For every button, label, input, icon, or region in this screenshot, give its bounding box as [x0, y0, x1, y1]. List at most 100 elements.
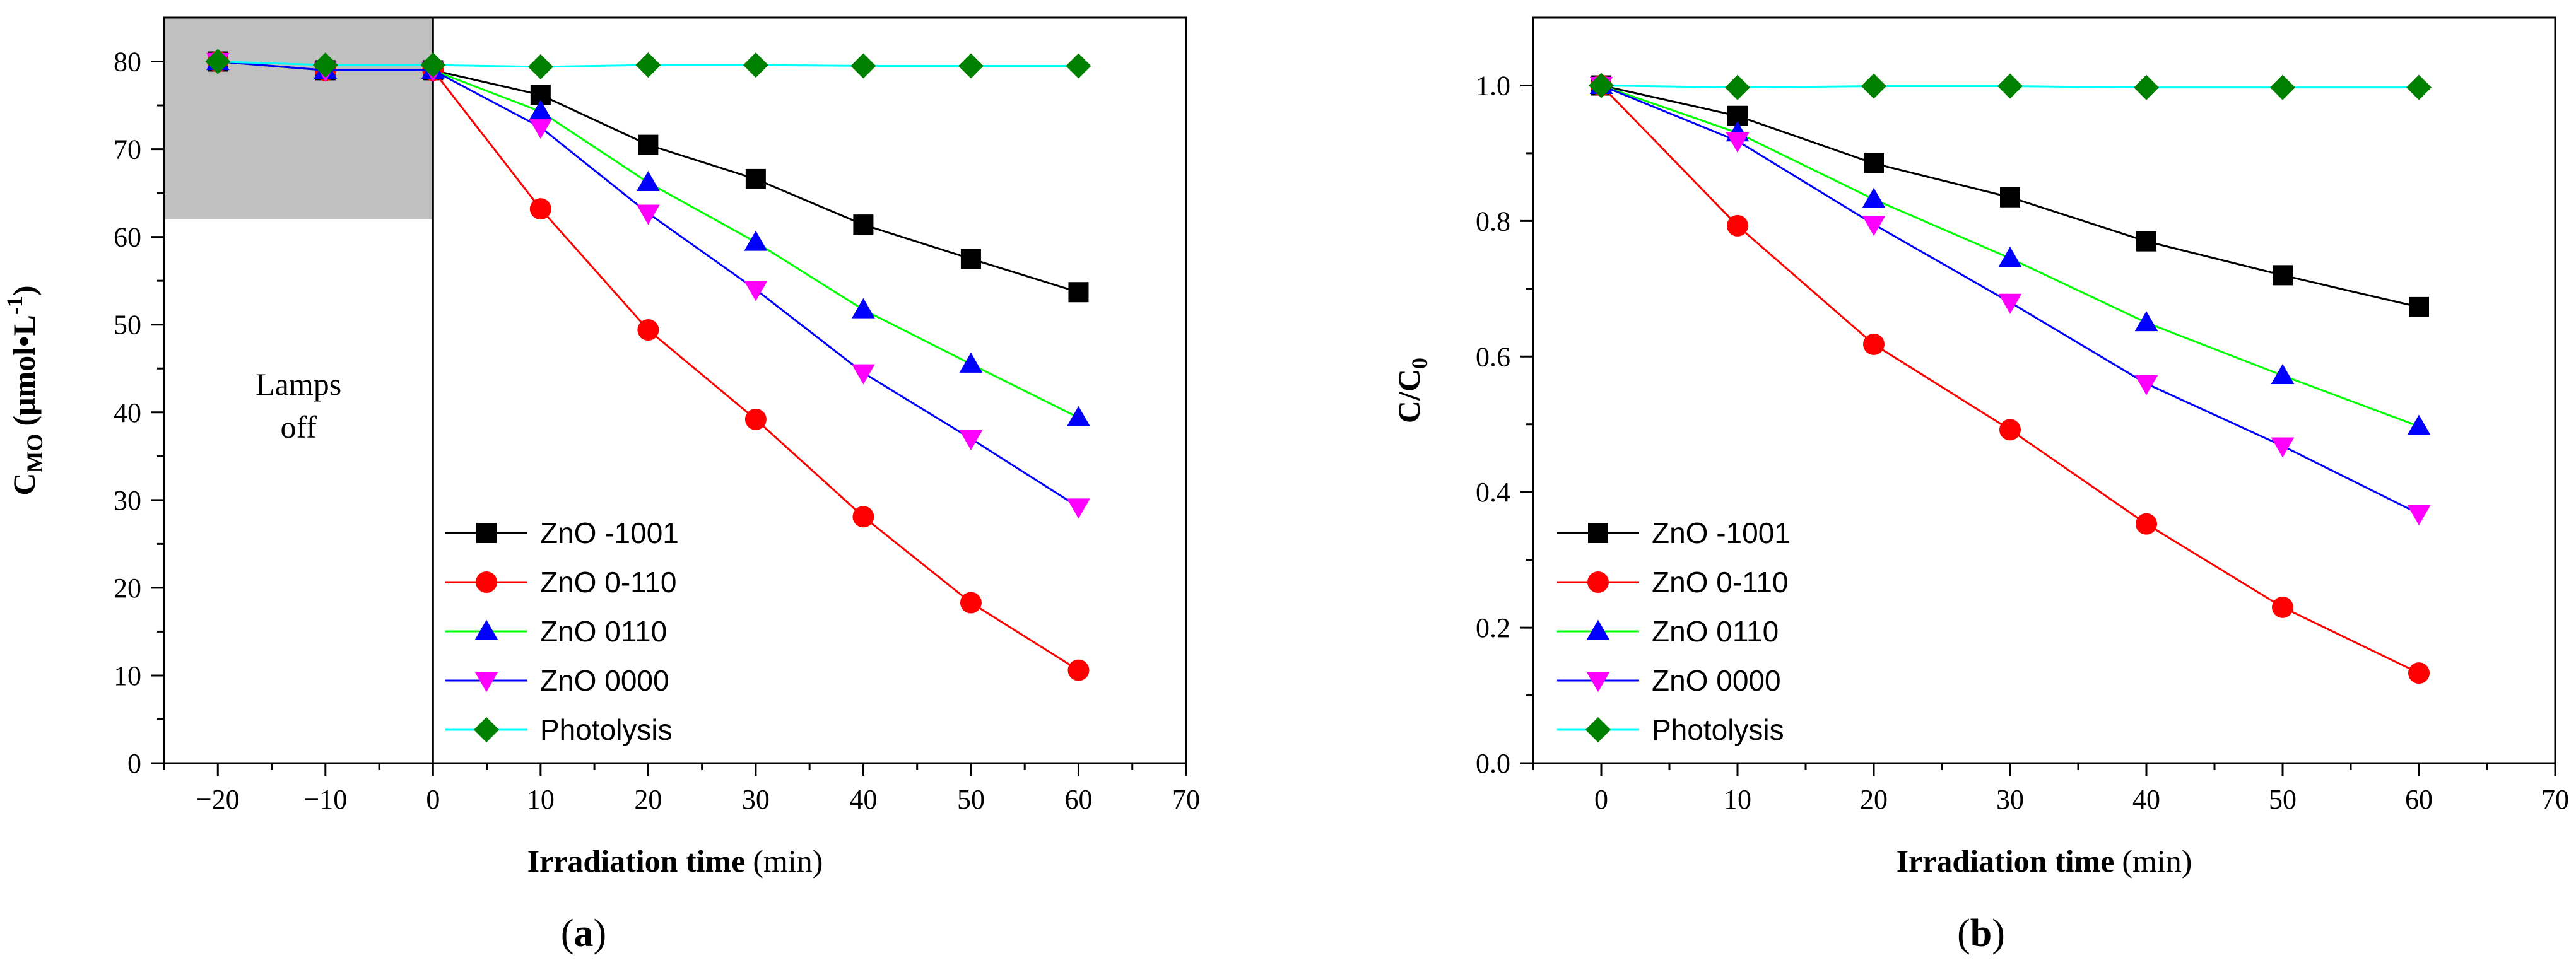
x-tick-label: 50 [957, 784, 985, 815]
data-point [850, 53, 876, 79]
legend-item: Photolysis [445, 713, 673, 746]
legend-label: Photolysis [1652, 713, 1784, 746]
data-point [852, 506, 874, 528]
panel-a-series [205, 49, 1091, 681]
legend-item: ZnO 0000 [1557, 664, 1781, 697]
lamps-off-shaded-region [164, 18, 433, 219]
data-point [635, 52, 661, 78]
panel-b-y-axis-title: C/C0 [1391, 358, 1432, 423]
x-tick-label: 60 [1064, 784, 1092, 815]
data-point [636, 171, 660, 192]
series-photolysis [205, 49, 1091, 79]
data-point [852, 298, 875, 319]
panel-a-x-axis-title: Irradiation time (min) [527, 843, 823, 879]
legend-marker [1585, 717, 1611, 742]
data-point [637, 319, 659, 341]
data-point [1067, 659, 1090, 681]
data-point [960, 592, 982, 614]
y-tick-label: 0.2 [1476, 612, 1510, 643]
legend-marker [474, 672, 498, 693]
legend-label: ZnO 0000 [1652, 664, 1781, 697]
panel-a-y-axis-unit-exponent: -1 [2, 296, 27, 315]
panel-a-ticks: −20 −10 0 10 20 30 40 50 60 70 0 10 20 30 40 50 60 70 80 [114, 47, 1200, 815]
panel-b-ticks: 0 10 20 30 40 50 60 70 0.0 0.2 0.4 0.6 0.8 1.0 [1476, 70, 2569, 815]
legend-label: Photolysis [540, 713, 673, 746]
data-point [1998, 247, 2022, 267]
y-tick-label: 0 [127, 748, 141, 779]
panel-b-y-axis-title-subscript: 0 [1407, 358, 1432, 369]
y-tick-label: 40 [114, 397, 141, 428]
data-point [2134, 74, 2159, 100]
data-point [529, 100, 553, 120]
legend-label: ZnO 0000 [540, 664, 669, 697]
x-tick-label: 0 [1594, 784, 1608, 815]
data-point [2272, 596, 2293, 618]
panel-b: 0 10 20 30 40 50 60 70 0.0 0.2 0.4 0.6 0.8 1.0 ZnO -1… [1391, 16, 2569, 955]
x-tick-label: −20 [196, 784, 240, 815]
x-tick-label: 10 [1724, 784, 1751, 815]
legend-item: ZnO -1001 [1557, 517, 1791, 549]
y-tick-label: 0.4 [1476, 477, 1510, 508]
lamps-off-annotation-line-2: off [280, 409, 317, 445]
data-point [959, 430, 983, 450]
data-point [1067, 498, 1090, 519]
legend-marker [474, 717, 499, 742]
legend-label: ZnO 0110 [540, 615, 667, 648]
legend-item: ZnO 0110 [445, 615, 667, 648]
data-point [1997, 73, 2023, 99]
x-tick-label: 60 [2405, 784, 2433, 815]
panel-a-x-axis-unit: (min) [753, 843, 823, 879]
data-point [960, 249, 981, 269]
data-point [205, 49, 231, 74]
x-tick-label: −10 [303, 784, 347, 815]
data-point [530, 85, 551, 105]
panel-a-x-axis-title-text: Irradiation time [527, 843, 746, 879]
legend-marker [1586, 672, 1610, 693]
x-tick-label: 10 [527, 784, 555, 815]
legend-item: ZnO 0110 [1557, 615, 1779, 648]
legend-item: ZnO 0-110 [445, 566, 676, 599]
x-tick-label: 20 [1860, 784, 1888, 815]
data-point [745, 168, 766, 189]
panel-b-plot-frame [1532, 16, 2556, 764]
legend-label: ZnO 0-110 [540, 566, 676, 599]
x-tick-label: 0 [426, 784, 440, 815]
data-point [1862, 216, 1886, 237]
y-tick-label: 0.6 [1476, 341, 1510, 372]
data-point [2406, 74, 2432, 100]
data-point [2271, 363, 2295, 384]
y-tick-label: 50 [114, 310, 141, 341]
data-point [852, 364, 875, 385]
legend-marker [1587, 571, 1609, 593]
y-tick-label: 0.0 [1476, 748, 1510, 779]
legend-marker [476, 523, 497, 543]
data-point [853, 214, 874, 235]
x-tick-label: 30 [1996, 784, 2024, 815]
data-point [1727, 105, 1748, 126]
data-point [1861, 73, 1886, 99]
data-point [2409, 296, 2429, 317]
data-point [2408, 662, 2430, 684]
panel-b-x-axis-title: Irradiation time (min) [1897, 843, 2192, 879]
data-point [1999, 419, 2021, 441]
legend-marker [474, 619, 498, 640]
x-tick-label: 30 [742, 784, 770, 815]
data-point [1589, 73, 1614, 98]
panel-b-series [1589, 73, 2432, 684]
data-point [1998, 293, 2022, 314]
series-zno-0000 [1589, 76, 2431, 525]
y-tick-label: 1.0 [1476, 70, 1510, 101]
data-point [1068, 282, 1089, 303]
panel-b-legend: ZnO -1001 ZnO 0-110 ZnO 0110 ZnO 0000 Photol… [1557, 517, 1791, 746]
data-point [1864, 153, 1884, 174]
legend-marker [1586, 619, 1610, 640]
data-point [2407, 414, 2431, 435]
data-point [2270, 74, 2295, 100]
data-point [2136, 513, 2157, 535]
data-point [958, 53, 984, 79]
data-point [527, 54, 553, 79]
legend-label: ZnO -1001 [540, 517, 679, 549]
series-zno-1001 [1591, 75, 2429, 317]
legend-marker [1588, 523, 1608, 543]
x-tick-label: 70 [2541, 784, 2569, 815]
